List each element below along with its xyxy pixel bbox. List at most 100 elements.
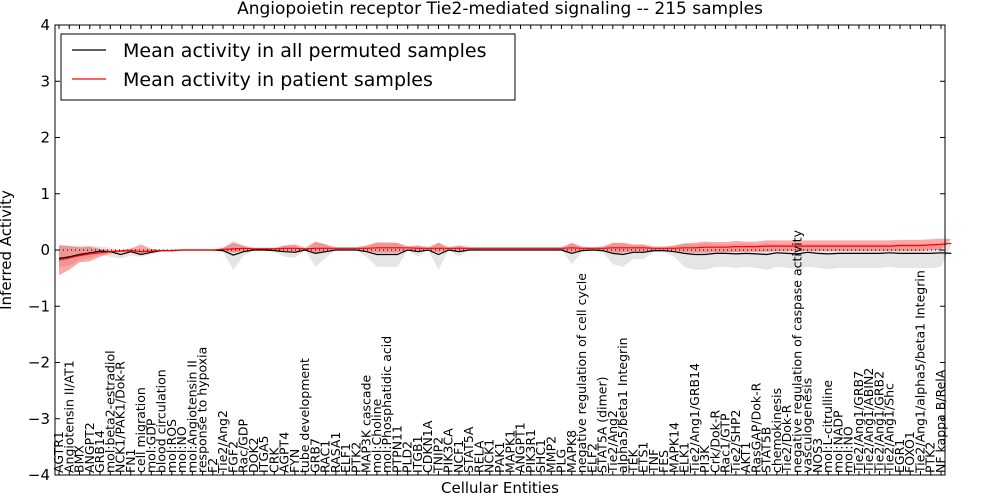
x-tick-label: PIK3CA: [441, 428, 456, 473]
x-tick-label: RELA: [472, 440, 487, 473]
x-tick-label: blood circulation: [154, 369, 169, 473]
x-tick-label: RAC1: [318, 440, 333, 473]
y-axis-label: Inferred Activity: [0, 190, 15, 310]
x-tick-label: MAPK14: [666, 422, 681, 473]
x-tick-label: Tie2/Ang1/Shc: [882, 383, 897, 474]
x-tick-label: Tie2/Ang2: [605, 410, 620, 474]
x-tick-label: TNIP2: [431, 437, 446, 474]
x-tick-label: CDKN1A: [420, 420, 435, 473]
x-tick-label: SHC1: [533, 439, 548, 473]
x-tick-label: Tie2/Ang1/alpha5/beta1 Integrin: [913, 270, 928, 474]
x-tick-label: mol:ROS: [164, 419, 179, 473]
y-tick-label: −4: [28, 466, 50, 484]
x-tick-label: AKT1: [738, 442, 753, 473]
x-tick-label: mol:beta2-estradiol: [102, 350, 117, 473]
x-tick-label: FOXO1: [902, 431, 917, 473]
x-tick-label: mol:NO: [174, 426, 189, 473]
x-tick-label: Rac1/GTP: [718, 413, 733, 473]
x-tick-label: PTK2: [348, 442, 363, 473]
x-tick-label: AGPT4: [277, 432, 292, 473]
legend-box: [60, 33, 516, 101]
x-tick-label: mol:GDP: [143, 418, 158, 473]
x-tick-label: NCK1: [482, 439, 497, 473]
x-tick-label: NF kappa B/RelA: [933, 369, 948, 473]
x-tick-label: cell migration: [133, 387, 148, 473]
x-tick-label: Tie2/Ang1/ABIN2: [861, 368, 876, 474]
x-tick-label: PIK3R1: [523, 429, 538, 473]
y-tick-label: 0: [40, 241, 50, 259]
x-tick-label: RasGAP/Dok-R: [748, 382, 763, 473]
x-tick-label: PAK1: [492, 442, 507, 473]
x-tick-label: FYN: [287, 449, 302, 473]
x-tick-label: ELF1: [338, 443, 353, 473]
x-tick-label: mol:Choline: [369, 398, 384, 473]
x-tick-label: Rac/GDP: [236, 419, 251, 473]
x-tick-label: STAT5A (dimer): [595, 377, 610, 473]
x-tick-label: GRB7: [307, 438, 322, 473]
x-tick-label: mol:Phosphatidic acid: [379, 336, 394, 473]
x-tick-label: ELK1: [677, 442, 692, 473]
x-tick-label: alpha5/beta1 Integrin: [615, 337, 630, 473]
x-tick-label: NCK1/PAK1/Dok-R: [113, 361, 128, 473]
x-tick-label: NOS3: [810, 438, 825, 473]
x-tick-label: MAP3K cascade: [359, 374, 374, 473]
y-tick-label: −1: [28, 297, 50, 315]
x-tick-label: TNF: [646, 449, 661, 474]
x-tick-label: FGF2: [225, 441, 240, 473]
x-tick-label: ITGA5: [256, 435, 271, 473]
x-tick-label: STAT5A: [461, 426, 476, 473]
x-tick-label: MAPK1: [502, 430, 517, 473]
x-tick-label: EGR1: [892, 439, 907, 473]
y-tick-label: −2: [28, 354, 50, 372]
x-tick-label: negative regulation of cell cycle: [574, 273, 589, 473]
x-tick-label: PLG: [554, 449, 569, 473]
x-tick-label: Tie2/Ang1/GRB2: [872, 371, 887, 474]
x-tick-label: NCF1: [451, 440, 466, 473]
x-tick-label: Tie2/Dok-R: [779, 404, 794, 474]
line-series-1: [58, 242, 952, 261]
x-tick-label: mol:Angiotensin II: [184, 360, 199, 473]
x-tick-label: PLD2: [400, 441, 415, 473]
axes: 4 3 2 1 0 −1 −2 −3 −4: [28, 16, 946, 484]
x-tick-label: ANGPT2: [82, 422, 97, 473]
series-lines: [58, 242, 952, 261]
x-tick-label: PTK2: [923, 442, 938, 473]
x-tick-label: ITGB1: [410, 435, 425, 473]
x-tick-label: Angiotensin II/AT1: [61, 360, 76, 473]
x-tick-label: GRB14: [92, 430, 107, 473]
x-tick-label: PI3K: [697, 445, 712, 473]
x-tick-label: BMX: [72, 445, 87, 473]
x-axis-label: Cellular Entities: [441, 479, 559, 497]
legend-label-permuted: Mean activity in all permuted samples: [123, 40, 486, 62]
x-tick-label: FN1: [123, 449, 138, 474]
x-tick-label: tube development: [297, 358, 312, 473]
y-tick-label: 4: [40, 16, 50, 34]
x-tick-label: Crk/Dok-R: [707, 410, 722, 473]
x-tick-label: PTPN11: [389, 425, 404, 473]
x-tick-label: response to hypoxia: [195, 347, 210, 473]
x-tick-label: mol:NADP: [830, 410, 845, 473]
x-tick-label: F2: [205, 458, 220, 473]
x-tick-label: DOK2: [246, 437, 261, 473]
x-tick-label: STAT5B: [759, 427, 774, 473]
x-tick-label: CRK: [266, 447, 281, 473]
legend-label-patient: Mean activity in patient samples: [123, 69, 433, 91]
x-tick-label: Tie2/Ang1/GRB14: [687, 363, 702, 474]
x-tick-label: MMP2: [543, 436, 558, 473]
x-tick-label: FES: [656, 450, 671, 473]
x-tick-label: RASA1: [328, 432, 343, 473]
x-tick-label: MAPK8: [564, 430, 579, 473]
x-tick-label: Tie2/Ang2: [215, 410, 230, 474]
y-tick-label: −3: [28, 410, 50, 428]
x-tick-label: Tie2/SHP2: [728, 410, 743, 474]
y-tick-label: 1: [40, 185, 50, 203]
band-series-0: [59, 240, 952, 270]
x-tick-label: mol:NO: [841, 426, 856, 473]
x-tick-label: Tie2/Ang1/GRB7: [851, 371, 866, 474]
x-tick-label: ANGPT1: [513, 422, 528, 473]
x-tick-label: vasculogenesis: [800, 378, 815, 473]
legend: Mean activity in all permuted samples Me…: [60, 33, 516, 101]
y-tick-label: 3: [40, 72, 50, 90]
